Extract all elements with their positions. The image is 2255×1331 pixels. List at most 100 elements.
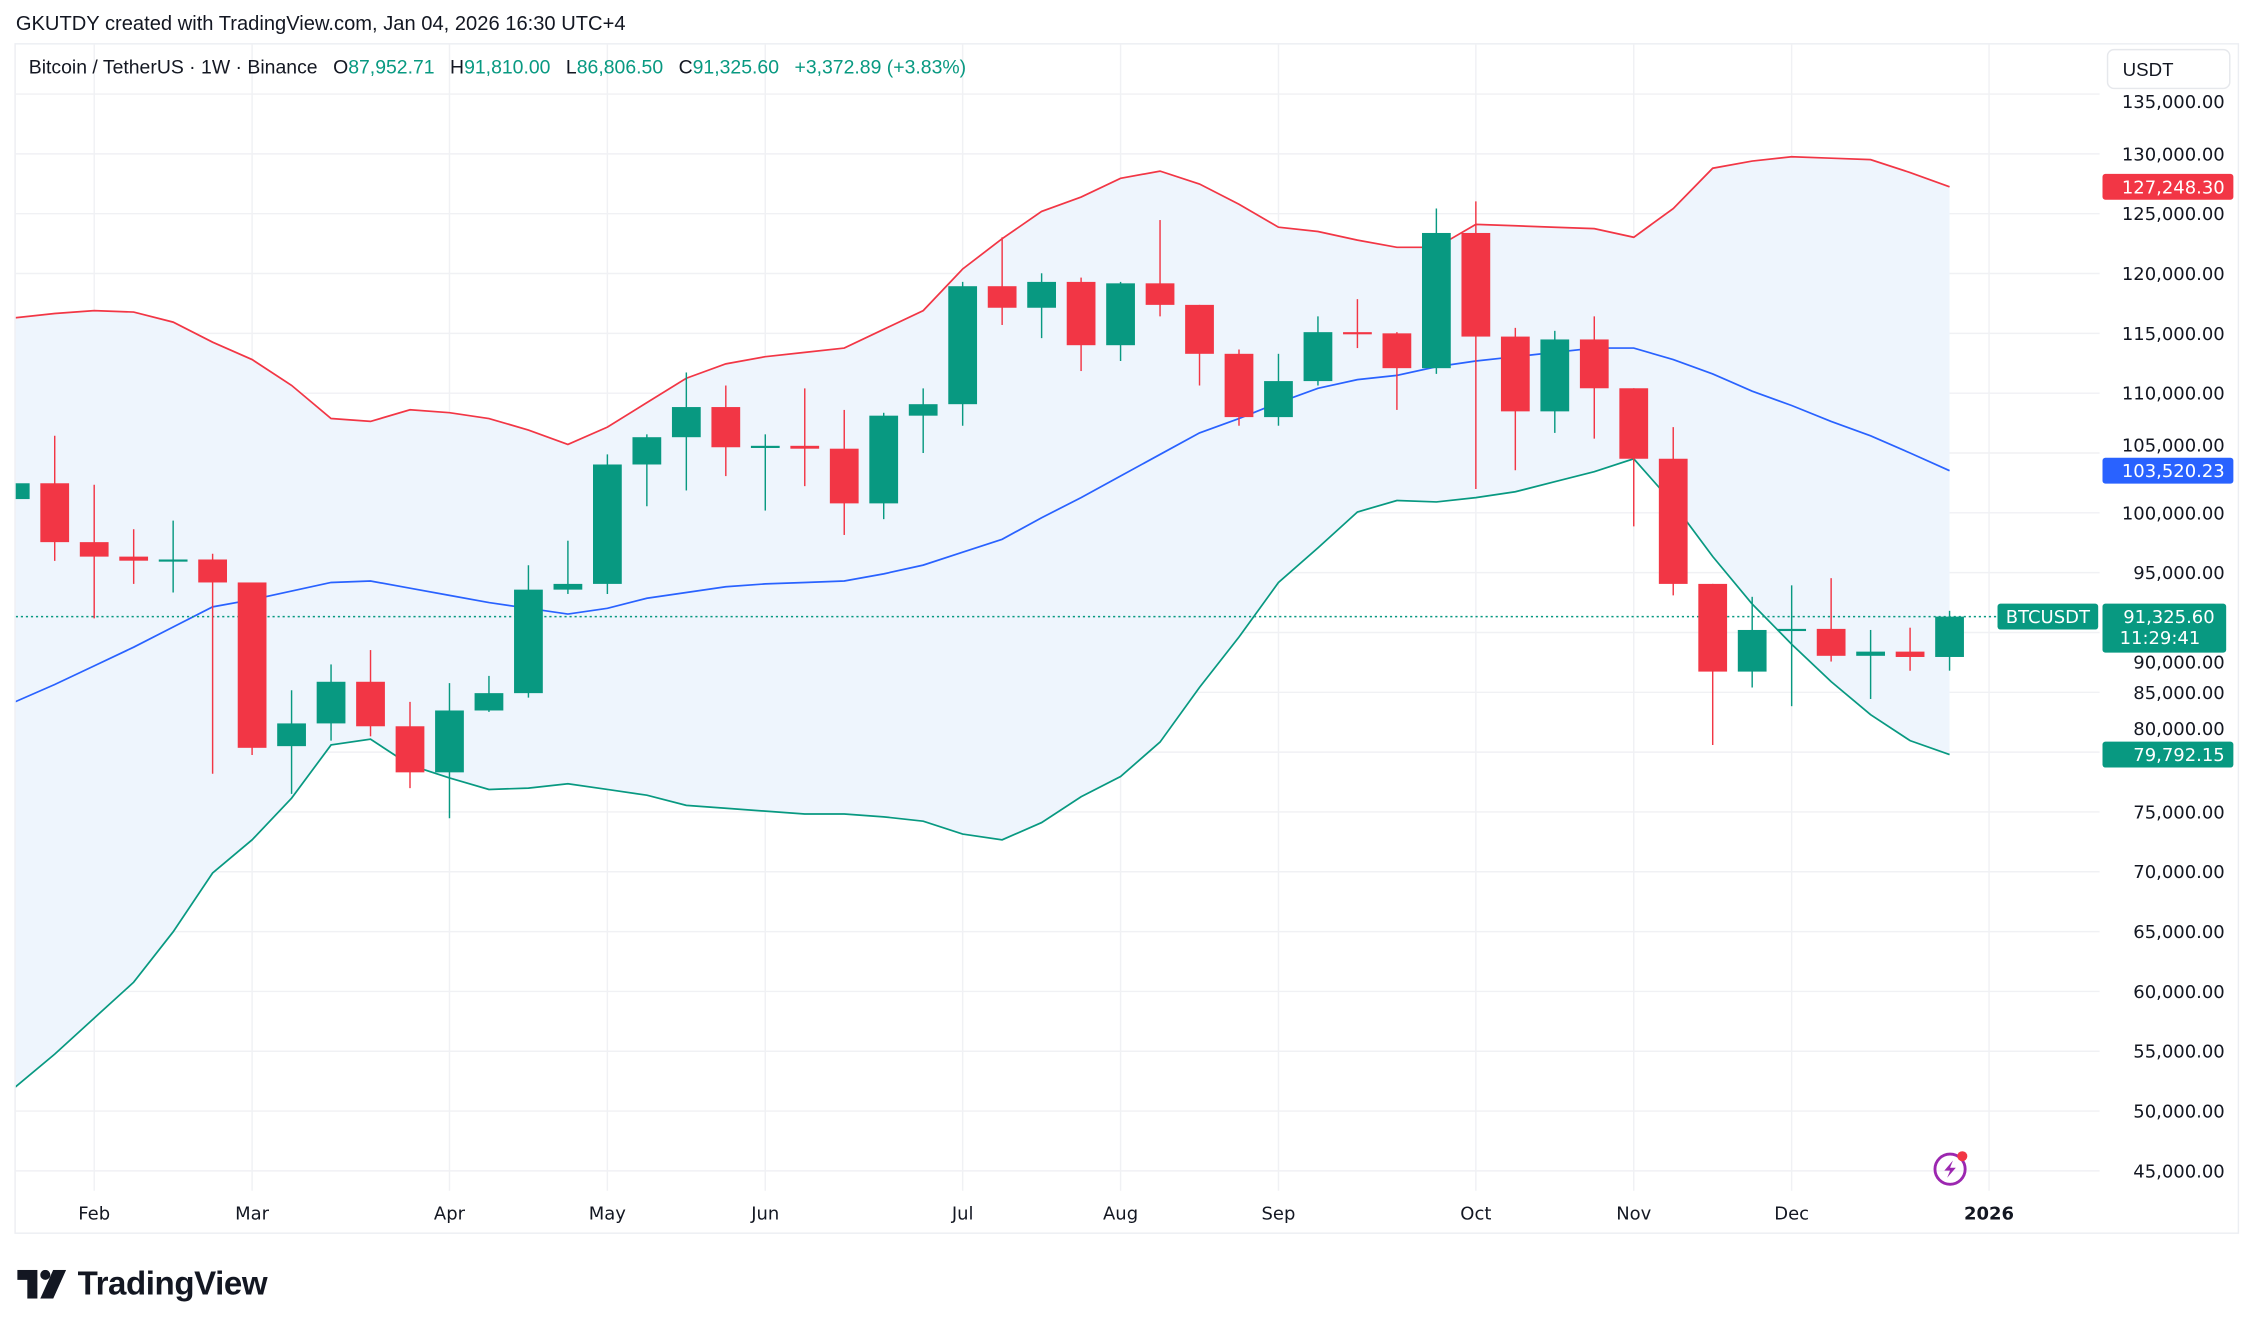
symbol-tag-bg	[1997, 603, 2099, 630]
candle-up	[514, 565, 543, 698]
time-tick-label: 2026	[1964, 1204, 2014, 1225]
candle-body	[198, 559, 228, 583]
upper-band-price-tag-text: 127,248.30	[2122, 177, 2225, 198]
candle-body	[1658, 458, 1688, 584]
high-value: 91,810.00	[464, 56, 551, 78]
candle-up	[1935, 610, 1964, 671]
candle-down	[237, 582, 267, 755]
price-tick-label: 100,000.00	[2122, 503, 2225, 524]
candle-body	[593, 464, 622, 584]
candle-up	[1856, 629, 1885, 700]
price-tick-label: 120,000.00	[2122, 264, 2225, 285]
price-axis[interactable]: 135,000.00 130,000.00 125,000.00 120,000.00…	[2122, 92, 2225, 1183]
candle-body	[553, 583, 583, 590]
time-tick-label: Apr	[434, 1204, 466, 1225]
candle-up	[1027, 273, 1056, 339]
last-price-text: 91,325.60	[2123, 607, 2214, 628]
candle-down	[119, 529, 149, 584]
tradingview-logo-icon	[17, 1269, 67, 1298]
upper-band-price-tag: 127,248.30	[2102, 173, 2234, 200]
candle-body	[711, 407, 741, 448]
candle-down	[987, 237, 1017, 325]
basis-price-tag: 103,520.23	[2102, 457, 2234, 484]
candle-body	[1461, 232, 1491, 337]
chart-pane[interactable]	[14, 43, 2240, 1234]
candle-down	[1816, 578, 1846, 662]
candle-up	[671, 372, 701, 491]
time-axis[interactable]: Feb Mar Apr May Jun Jul Aug Sep Oct Nov Dec 2026	[78, 1204, 2014, 1225]
close-value: 91,325.60	[692, 56, 780, 78]
time-tick-label: Jun	[750, 1204, 779, 1225]
candle-body	[1224, 353, 1254, 418]
candle-body	[1698, 583, 1728, 672]
price-tick-label: 95,000.00	[2133, 563, 2224, 584]
candle-up	[474, 675, 504, 712]
last-price-bg	[2102, 603, 2227, 653]
candle-down	[1343, 299, 1372, 349]
candle-up	[158, 520, 188, 593]
price-tick-label: 90,000.00	[2133, 652, 2224, 673]
price-tick-label: 115,000.00	[2122, 324, 2225, 345]
time-tick-label: Nov	[1616, 1204, 1651, 1225]
candle-body	[632, 437, 662, 465]
candle-up	[1737, 596, 1767, 688]
candle-down	[79, 484, 109, 619]
candle-body	[1382, 333, 1412, 369]
candle-body	[869, 415, 899, 504]
candle-down	[790, 388, 820, 487]
candle-down	[1382, 332, 1412, 410]
lightning-icon[interactable]	[1933, 1151, 1968, 1186]
price-tick-label: 125,000.00	[2122, 204, 2225, 225]
snapshot-caption: GKUTDY created with TradingView.com, Jan…	[15, 11, 626, 35]
candle-body	[395, 726, 425, 773]
symbol-tag-text: BTCUSDT	[2006, 607, 2091, 628]
candle-down	[356, 650, 385, 737]
candle-down	[40, 435, 70, 561]
candle-up	[1777, 585, 1807, 707]
candle-body	[1264, 381, 1293, 418]
lower-band-price-tag: 79,792.15	[2102, 741, 2234, 768]
candle-body	[316, 681, 346, 724]
candle-body	[1935, 616, 1964, 657]
candle-down	[1619, 388, 1649, 527]
candle-down	[1185, 304, 1214, 386]
time-tick-label: May	[589, 1204, 627, 1225]
tradingview-logo[interactable]: TradingView	[17, 1264, 268, 1303]
candle-body	[356, 681, 385, 727]
candle-up	[750, 434, 780, 511]
time-tick-label: Oct	[1460, 1204, 1491, 1225]
candle-body	[1027, 281, 1056, 308]
candle-up	[553, 540, 583, 594]
candle-body	[908, 404, 938, 416]
candle-body	[1500, 336, 1530, 412]
candle-body	[1895, 651, 1925, 657]
candle-body	[829, 448, 859, 504]
candle-body	[1106, 283, 1135, 346]
candle-body	[1777, 628, 1807, 632]
time-tick-label: Jul	[951, 1204, 974, 1225]
candle-body	[237, 582, 267, 748]
candle-body	[1579, 339, 1609, 389]
candle-body	[1619, 388, 1649, 459]
currency-button[interactable]: USDT	[2106, 48, 2231, 90]
candle-up	[435, 683, 464, 819]
price-tags: 127,248.30 103,520.23 79,792.15 BTCUSDT 91,3…	[1997, 173, 2234, 768]
candle-up	[277, 690, 306, 794]
symbol-title[interactable]: Bitcoin / TetherUS · 1W · Binance	[28, 56, 318, 78]
candle-up	[948, 281, 978, 426]
upper-band-price-tag-bg	[2102, 173, 2234, 200]
candle-down	[1579, 316, 1609, 439]
candle-body	[1303, 332, 1333, 382]
candle-up	[632, 434, 662, 507]
candle-down	[198, 553, 228, 774]
candle-down	[1698, 583, 1728, 745]
candle-body	[514, 589, 543, 694]
low-label: L	[565, 56, 577, 78]
time-tick-label: Sep	[1262, 1204, 1296, 1225]
candle-body	[40, 483, 70, 543]
price-tick-label: 70,000.00	[2133, 862, 2224, 883]
countdown-text: 11:29:41	[2120, 628, 2201, 649]
low-value: 86,806.50	[576, 56, 664, 78]
change-value: +3,372.89 (+3.83%)	[794, 56, 967, 78]
